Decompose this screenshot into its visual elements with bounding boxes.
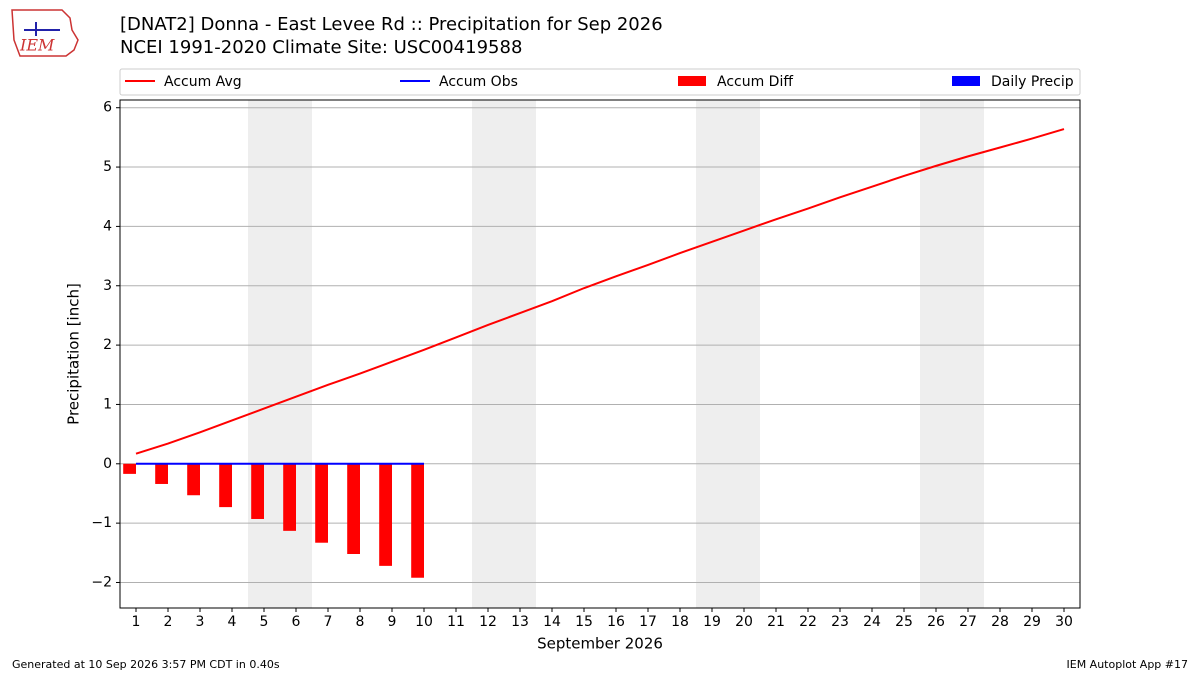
- y-tick-label: 3: [103, 278, 112, 294]
- x-tick-label: 27: [959, 614, 977, 630]
- bar: [123, 463, 136, 474]
- chart-subtitle: NCEI 1991-2020 Climate Site: USC00419588: [120, 37, 522, 58]
- logo-outline: [11, 9, 79, 57]
- bar: [315, 463, 328, 543]
- footer: IEM Autoplot App #17: [1067, 658, 1189, 671]
- chart-title: [DNAT2] Donna - East Levee Rd :: Precipi…: [120, 14, 663, 35]
- y-tick-label: 2: [103, 337, 112, 353]
- bar: [155, 463, 168, 484]
- weekend-shade: [920, 100, 984, 608]
- x-tick-label: 23: [831, 614, 849, 630]
- x-tick-label: 24: [863, 614, 881, 630]
- x-tick-label: 19: [703, 614, 721, 630]
- y-tick-label: 5: [103, 159, 112, 175]
- logo-text: IEM: [19, 36, 55, 55]
- weekend-shade: [472, 100, 536, 608]
- x-tick-label: 12: [479, 614, 497, 630]
- bar: [187, 463, 200, 496]
- weekend-shade: [248, 100, 312, 608]
- x-tick-label: 30: [1055, 614, 1073, 630]
- x-tick-label: 5: [260, 614, 269, 630]
- y-tick-label: −1: [91, 515, 112, 531]
- weekend-shade: [696, 100, 760, 608]
- x-tick-label: 20: [735, 614, 753, 630]
- bar: [411, 463, 424, 578]
- x-tick-label: 22: [799, 614, 817, 630]
- x-tick-label: 26: [927, 614, 945, 630]
- x-tick-label: 6: [292, 614, 301, 630]
- x-tick-label: 28: [991, 614, 1009, 630]
- legend-swatch: [952, 76, 980, 86]
- legend-swatch: [678, 76, 706, 86]
- x-tick-label: 11: [447, 614, 465, 630]
- y-tick-label: −2: [91, 574, 112, 590]
- x-tick-label: 29: [1023, 614, 1041, 630]
- x-tick-label: 13: [511, 614, 529, 630]
- x-tick-label: 16: [607, 614, 625, 630]
- x-tick-label: 3: [196, 614, 205, 630]
- x-tick-label: 17: [639, 614, 657, 630]
- bar: [379, 463, 392, 566]
- bar: [283, 463, 296, 531]
- legend-label: Accum Obs: [439, 74, 518, 90]
- y-axis-label: Precipitation [inch]: [65, 283, 83, 425]
- legend-label: Daily Precip: [991, 74, 1074, 90]
- x-tick-label: 1: [132, 614, 141, 630]
- y-tick-label: 1: [103, 396, 112, 412]
- legend: [119, 68, 1081, 96]
- x-tick-label: 25: [895, 614, 913, 630]
- x-tick-label: 7: [324, 614, 333, 630]
- x-tick-label: 15: [575, 614, 593, 630]
- line: [135, 128, 1065, 455]
- x-tick-label: 2: [164, 614, 173, 630]
- x-tick-label: 8: [356, 614, 365, 630]
- x-tick-label: 21: [767, 614, 785, 630]
- legend-label: Accum Diff: [717, 74, 793, 90]
- bar: [347, 463, 360, 554]
- x-tick-label: 9: [388, 614, 397, 630]
- legend-label: Accum Avg: [164, 74, 242, 90]
- footer: Generated at 10 Sep 2026 3:57 PM CDT in …: [12, 658, 280, 671]
- bar: [251, 463, 264, 519]
- x-tick-label: 4: [228, 614, 237, 630]
- y-tick-label: 6: [103, 100, 112, 116]
- x-axis-label: September 2026: [537, 635, 663, 653]
- axes-frame: [119, 99, 1081, 609]
- x-tick-label: 10: [415, 614, 433, 630]
- y-tick-label: 4: [103, 218, 112, 234]
- x-tick-label: 14: [543, 614, 561, 630]
- logo: IEM: [11, 9, 79, 57]
- bar: [219, 463, 232, 508]
- y-tick-label: 0: [103, 456, 112, 472]
- x-tick-label: 18: [671, 614, 689, 630]
